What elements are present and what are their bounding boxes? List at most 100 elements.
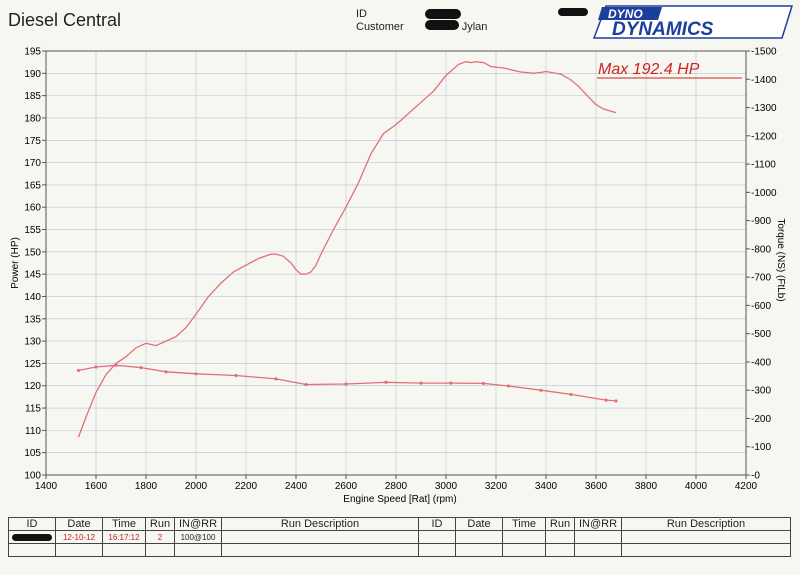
col-header: IN@RR <box>174 517 222 531</box>
col-header: ID <box>8 517 56 531</box>
col-header: Run Description <box>621 517 791 531</box>
col-header: ID <box>418 517 456 531</box>
grid <box>45 50 747 476</box>
y2-tick-label: -100 <box>751 442 771 453</box>
logo-line1: DYNO <box>608 7 643 21</box>
torque-point <box>506 384 511 388</box>
torque-point <box>274 377 278 381</box>
y-tick-label: 160 <box>24 203 41 214</box>
table-cell <box>221 543 419 557</box>
y2-tick-label: -200 <box>751 414 771 425</box>
y2-axis-label: Torque (NS) (FtLb) <box>775 218 786 301</box>
table-cell: 16:17:12 <box>102 530 146 544</box>
x-tick-label: 2000 <box>185 481 208 492</box>
x-tick-label: 4200 <box>735 481 758 492</box>
table-cell <box>574 530 622 544</box>
y2-tick-label: -400 <box>751 357 771 368</box>
y-tick-label: 195 <box>24 47 41 58</box>
y-tick-label: 115 <box>25 404 41 415</box>
torque-point <box>304 382 308 387</box>
table-cell <box>145 543 175 557</box>
torque-point <box>94 365 98 369</box>
y-tick-label: 185 <box>24 91 41 102</box>
torque-point <box>569 392 573 397</box>
table-cell <box>102 543 146 557</box>
table-cell <box>545 543 575 557</box>
y-tick-label: 125 <box>24 359 41 370</box>
table-cell <box>418 530 456 544</box>
table-cell <box>55 543 103 557</box>
col-header: IN@RR <box>574 517 622 531</box>
table-cell <box>455 543 503 557</box>
table-cell <box>574 543 622 557</box>
customer-info: ID Customer Jylan <box>356 8 487 34</box>
y-tick-label: 105 <box>24 448 41 459</box>
col-header: Time <box>102 517 146 531</box>
table-cell: 2 <box>145 530 175 544</box>
y-tick-label: 110 <box>25 426 41 437</box>
torque-point <box>614 399 618 403</box>
page-title: Diesel Central <box>8 10 122 30</box>
torque-point <box>481 381 486 386</box>
max-annotation: Max 192.4 HP <box>598 61 700 78</box>
table-cell <box>8 530 56 544</box>
y-tick-label: 120 <box>24 381 41 392</box>
x-axis-label: Engine Speed [Rat] (rpm) <box>343 494 456 505</box>
redaction-bar <box>12 533 52 541</box>
run-table: ID Date Time Run IN@RR Run Description I… <box>8 517 791 557</box>
x-tick-label: 4000 <box>685 481 708 492</box>
y-tick-label: 175 <box>24 136 41 147</box>
redaction-bar <box>425 20 459 30</box>
y-tick-label: 170 <box>24 158 41 169</box>
table-cell: 100@100 <box>174 530 222 544</box>
y-tick-label: 155 <box>24 225 41 236</box>
torque-point <box>384 380 388 384</box>
x-tick-label: 2400 <box>285 481 308 492</box>
y-tick-label: 145 <box>24 270 41 281</box>
y-tick-label: 190 <box>24 69 41 80</box>
y2-tick-label: -700 <box>751 273 771 284</box>
x-tick-label: 3600 <box>585 481 608 492</box>
col-header: Run Description <box>221 517 419 531</box>
x-tick-label: 2600 <box>335 481 358 492</box>
power-curve <box>77 61 617 438</box>
dyno-dynamics-logo: DYNO DYNAMICS <box>592 5 794 40</box>
y2-tick-label: -0 <box>751 471 760 482</box>
x-tick-label: 3000 <box>435 481 458 492</box>
y2-tick-label: -800 <box>751 244 771 255</box>
id-label: ID <box>356 8 367 20</box>
col-header: Run <box>145 517 175 531</box>
torque-point <box>194 372 198 376</box>
torque-point <box>419 381 423 385</box>
table-cell <box>621 530 791 544</box>
y2-tick-label: -500 <box>751 329 771 340</box>
y2-tick-label: -1400 <box>751 75 777 86</box>
logo-line2: DYNAMICS <box>612 19 714 40</box>
y-tick-label: 100 <box>24 471 41 482</box>
torque-point <box>604 398 608 402</box>
y2-tick-label: -1200 <box>751 131 777 142</box>
table-row <box>8 543 791 557</box>
y2-axis: -0 -100 -200 -300 -400 -500 -600 -700 -800 -900 -1… <box>746 47 777 482</box>
torque-point <box>539 388 543 392</box>
dyno-chart: 1400 1600 1800 2000 2200 2400 2600 2800 3000 3200… <box>10 47 786 506</box>
y2-tick-label: -600 <box>751 301 771 312</box>
y-tick-label: 130 <box>24 337 41 348</box>
x-tick-label: 3800 <box>635 481 658 492</box>
x-tick-label: 2800 <box>385 481 408 492</box>
x-tick-label: 2200 <box>235 481 258 492</box>
y2-tick-label: -300 <box>751 386 771 397</box>
table-row: 12-10-12 16:17:12 2 100@100 <box>8 530 791 544</box>
y2-tick-label: -1500 <box>751 47 777 58</box>
x-tick-label: 1400 <box>35 481 58 492</box>
y-axis: 100 105 110 115 120 125 130 135 140 145 150 155 160 1… <box>24 47 46 482</box>
y-tick-label: 165 <box>24 180 41 191</box>
torque-point <box>114 363 118 367</box>
table-cell <box>418 543 456 557</box>
table-cell <box>545 530 575 544</box>
y2-tick-label: -900 <box>751 216 771 227</box>
table-cell <box>174 543 222 557</box>
torque-point <box>139 365 143 370</box>
y-tick-label: 140 <box>24 292 41 303</box>
y2-tick-label: -1300 <box>751 103 777 114</box>
